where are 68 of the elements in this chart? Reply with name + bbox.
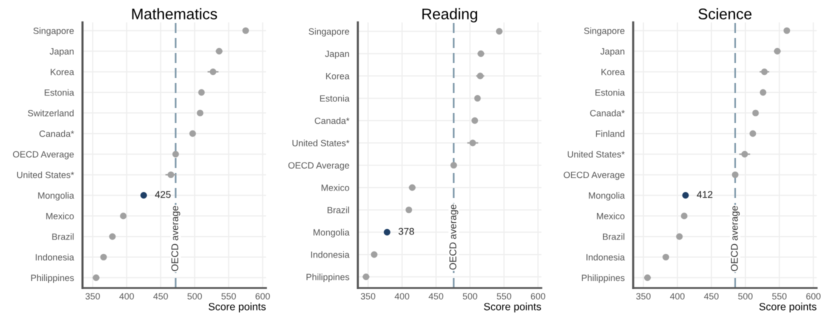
x-tick-label: 550 xyxy=(222,293,236,300)
chart-title: Science xyxy=(698,8,752,20)
x-tick-label: 350 xyxy=(86,293,100,300)
x-axis-title: Score points xyxy=(759,302,816,312)
y-tick-label: Japan xyxy=(600,48,624,56)
y-tick-label: Indonesia xyxy=(311,251,350,258)
x-tick-label: 500 xyxy=(462,293,478,300)
x-tick-label: 550 xyxy=(772,293,787,300)
x-tick-label: 550 xyxy=(496,293,512,300)
x-tick-label: 350 xyxy=(636,293,651,300)
x-tick-label: 500 xyxy=(738,293,753,300)
y-tick-label: Canada* xyxy=(590,110,625,116)
y-tick-label: Mongolia xyxy=(588,192,625,200)
y-tick-label: Indonesia xyxy=(586,254,625,260)
x-tick-label: 600 xyxy=(806,293,821,300)
y-tick-label: United States* xyxy=(568,150,625,158)
x-tick-label: 400 xyxy=(119,293,134,300)
y-tick-label: Canada* xyxy=(39,130,74,137)
y-tick-label: Singapore xyxy=(33,27,74,36)
y-tick-label: Korea xyxy=(50,68,74,76)
y-tick-label: Singapore xyxy=(584,27,624,36)
y-tick-label: Mongolia xyxy=(314,228,350,238)
y-tick-label: Mexico xyxy=(46,212,74,220)
y-tick-label: United States* xyxy=(292,140,350,146)
y-tick-label: Indonesia xyxy=(36,254,74,260)
y-tick-label: Japan xyxy=(50,48,74,56)
x-tick-label: 500 xyxy=(188,293,202,300)
y-tick-label: Korea xyxy=(326,73,350,80)
x-axis-title: Score points xyxy=(484,302,542,312)
y-tick-label: Mexico xyxy=(322,184,350,191)
y-tick-label: United States* xyxy=(17,171,74,178)
x-tick-label: 450 xyxy=(428,293,444,300)
y-tick-label: Korea xyxy=(602,68,625,76)
y-tick-label: Mexico xyxy=(597,212,624,220)
y-tick-label: Mongolia xyxy=(38,192,74,200)
y-tick-label: OECD Average xyxy=(288,162,350,170)
x-axis-title: Score points xyxy=(208,302,266,312)
y-tick-label: Philippines xyxy=(306,274,350,282)
y-tick-label: Switzerland xyxy=(28,110,74,116)
chart-title: Mathematics xyxy=(132,8,218,20)
x-tick-label: 450 xyxy=(704,293,719,300)
x-tick-label: 600 xyxy=(530,293,546,300)
y-tick-label: Estonia xyxy=(44,89,74,96)
y-tick-label: Brazil xyxy=(603,233,624,240)
y-tick-label: Japan xyxy=(325,50,349,59)
y-tick-label: Finland xyxy=(596,130,624,137)
data-label: 412 xyxy=(696,191,712,198)
y-tick-label: Philippines xyxy=(582,274,625,283)
data-label: 378 xyxy=(398,228,414,235)
y-tick-label: Canada* xyxy=(314,117,350,124)
y-tick-label: Brazil xyxy=(52,233,74,240)
y-tick-label: OECD Average xyxy=(13,151,74,160)
x-tick-label: 400 xyxy=(394,293,410,300)
ref-line-label: OECD average xyxy=(171,206,180,272)
y-tick-label: OECD Average xyxy=(564,172,624,180)
x-tick-label: 600 xyxy=(256,293,270,300)
y-tick-label: Singapore xyxy=(308,28,350,36)
ref-line-label: OECD average xyxy=(730,206,740,272)
data-label: 425 xyxy=(155,191,171,198)
x-tick-label: 450 xyxy=(153,293,168,300)
ref-line-label: OECD average xyxy=(449,204,458,270)
y-tick-label: Estonia xyxy=(595,89,625,96)
y-tick-label: Estonia xyxy=(320,95,350,102)
y-tick-label: Philippines xyxy=(31,274,74,283)
y-tick-label: Brazil xyxy=(328,206,349,214)
chart-title: Reading xyxy=(422,8,478,22)
x-tick-label: 350 xyxy=(360,293,376,300)
x-tick-label: 400 xyxy=(670,293,685,300)
